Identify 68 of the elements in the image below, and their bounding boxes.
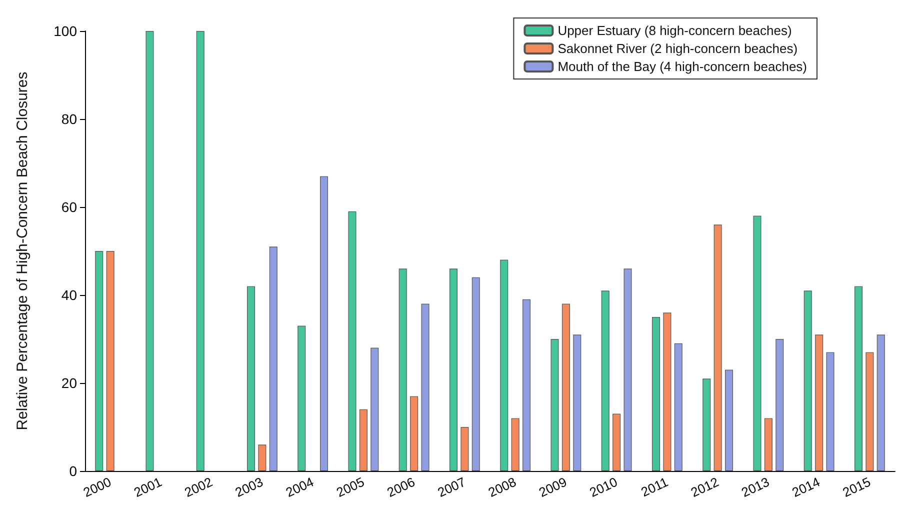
x-tick-label: 2007 bbox=[435, 474, 468, 500]
y-tick-label: 0 bbox=[69, 463, 78, 479]
x-tick-label: 2008 bbox=[486, 474, 518, 500]
bar bbox=[348, 211, 356, 471]
bar bbox=[298, 326, 306, 471]
x-tick-label: 2011 bbox=[638, 474, 670, 500]
x-tick-label: 2006 bbox=[384, 474, 418, 500]
bar bbox=[449, 268, 458, 471]
bar bbox=[725, 370, 734, 471]
bar bbox=[398, 268, 407, 471]
x-tick-label: 2005 bbox=[334, 474, 367, 500]
y-tick-label: 60 bbox=[61, 199, 78, 215]
x-tick-label: 2014 bbox=[790, 474, 822, 500]
x-tick-label: 2013 bbox=[739, 474, 772, 500]
bar bbox=[601, 290, 610, 471]
bar bbox=[702, 378, 711, 471]
x-tick-label: 2015 bbox=[840, 474, 873, 500]
legend-label: Sakonnet River (2 high-concern beaches) bbox=[558, 41, 798, 56]
bar bbox=[258, 444, 266, 471]
x-tick-label: 2010 bbox=[587, 474, 620, 500]
bar bbox=[421, 304, 430, 471]
bar bbox=[550, 339, 559, 471]
legend-label: Upper Estuary (8 high-concern beaches) bbox=[558, 23, 792, 38]
bar bbox=[562, 304, 570, 471]
bar bbox=[674, 343, 682, 471]
y-tick-label: 40 bbox=[61, 287, 78, 303]
x-tick-label: 2003 bbox=[232, 474, 266, 500]
bar bbox=[826, 352, 834, 471]
bar bbox=[410, 396, 418, 471]
bar bbox=[753, 216, 762, 471]
bar bbox=[866, 352, 874, 471]
bar bbox=[320, 176, 328, 471]
bar bbox=[624, 268, 632, 471]
x-tick-label: 2001 bbox=[132, 474, 164, 500]
y-axis-title: Relative Percentage of High-Concern Beach Closures bbox=[14, 72, 31, 430]
y-tick-label: 80 bbox=[61, 111, 78, 127]
bar bbox=[359, 409, 368, 471]
x-tick-label: 2009 bbox=[536, 474, 570, 500]
y-tick-label: 100 bbox=[54, 23, 78, 39]
bar bbox=[500, 260, 508, 471]
bar bbox=[764, 418, 772, 471]
bar bbox=[652, 317, 660, 471]
x-tick-label: 2002 bbox=[182, 474, 215, 500]
bar bbox=[460, 427, 469, 471]
bar bbox=[876, 334, 885, 471]
bar bbox=[246, 286, 255, 471]
bar bbox=[511, 418, 520, 471]
bar bbox=[522, 299, 531, 471]
bar bbox=[106, 251, 114, 471]
x-tick-label: 2000 bbox=[80, 474, 114, 500]
bar bbox=[663, 312, 672, 471]
x-tick-label: 2004 bbox=[283, 474, 316, 500]
bar bbox=[370, 348, 379, 471]
bar bbox=[472, 277, 480, 471]
bar bbox=[815, 334, 824, 471]
bar bbox=[854, 286, 862, 471]
bar bbox=[196, 31, 204, 471]
bar bbox=[146, 31, 154, 471]
bar bbox=[714, 224, 722, 471]
bar bbox=[804, 290, 812, 471]
bar bbox=[776, 339, 784, 471]
bar bbox=[573, 334, 582, 471]
bar bbox=[612, 414, 621, 471]
bar bbox=[95, 251, 104, 471]
x-tick-label: 2012 bbox=[688, 474, 721, 500]
bar bbox=[269, 246, 278, 471]
legend-label: Mouth of the Bay (4 high-concern beaches) bbox=[558, 59, 807, 74]
y-tick-label: 20 bbox=[61, 375, 78, 391]
